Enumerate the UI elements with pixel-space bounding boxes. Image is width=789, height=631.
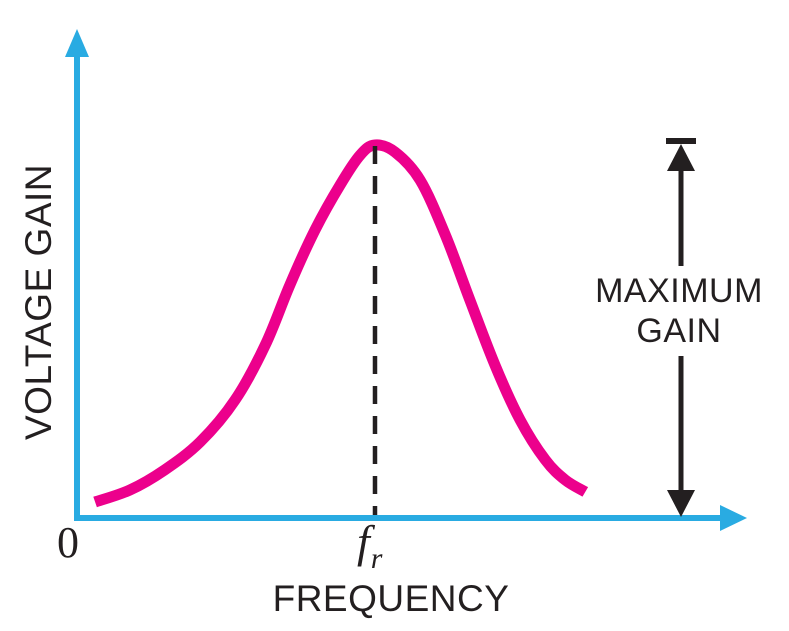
- x-axis: [74, 505, 747, 531]
- max-gain-arrow-up-head-icon: [667, 144, 695, 171]
- maximum-gain-line2: GAIN: [636, 312, 722, 350]
- x-axis-arrowhead-icon: [720, 505, 747, 531]
- max-gain-arrow-down-head-icon: [667, 490, 695, 517]
- fr-subscript: r: [370, 542, 383, 575]
- maximum-gain-line1: MAXIMUM: [595, 272, 763, 310]
- maximum-gain-annotation: MAXIMUM GAIN: [588, 266, 770, 356]
- x-axis-title: FREQUENCY: [272, 578, 510, 619]
- origin-zero-label: 0: [57, 518, 79, 567]
- gain-curve: [93, 139, 589, 508]
- y-axis-title: VOLTAGE GAIN: [18, 163, 59, 441]
- resonant-frequency-label: fr: [357, 515, 382, 575]
- y-axis-arrowhead-icon: [65, 29, 89, 57]
- y-axis: [65, 29, 89, 521]
- fr-base: f: [357, 516, 370, 567]
